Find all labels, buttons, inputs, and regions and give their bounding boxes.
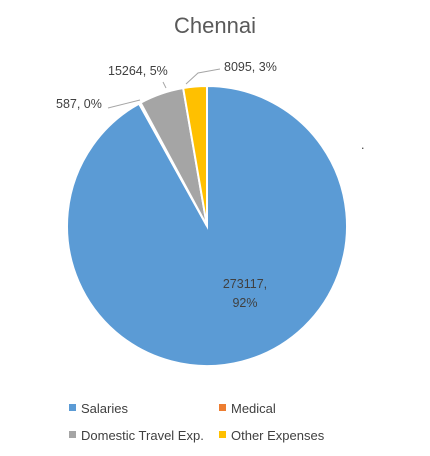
leader-line-other <box>185 68 221 85</box>
data-label-travel: 15264, 5% <box>108 64 168 78</box>
legend-item-medical: Medical <box>219 401 276 416</box>
leader-line-travel <box>162 81 167 89</box>
data-label-other: 8095, 3% <box>224 60 277 74</box>
legend-item-other: Other Expenses <box>219 428 325 443</box>
pie-slices <box>66 84 348 367</box>
chart-title: Chennai <box>174 13 256 38</box>
legend-swatch-travel <box>69 431 76 438</box>
data-label-salaries-value: 273117, <box>223 277 267 291</box>
legend-label-salaries: Salaries <box>81 401 128 416</box>
stray-dot: . <box>361 138 364 152</box>
legend: Salaries Medical Domestic Travel Exp. Ot… <box>69 401 325 443</box>
leader-line-medical <box>107 99 141 109</box>
legend-label-other: Other Expenses <box>231 428 325 443</box>
data-label-salaries-percent: 92% <box>232 296 257 310</box>
legend-label-travel: Domestic Travel Exp. <box>81 428 204 443</box>
legend-swatch-medical <box>219 404 226 411</box>
legend-item-travel: Domestic Travel Exp. <box>69 428 204 443</box>
legend-swatch-salaries <box>69 404 76 411</box>
legend-item-salaries: Salaries <box>69 401 128 416</box>
pie-slice-other-expenses <box>181 84 208 227</box>
legend-swatch-other <box>219 431 226 438</box>
data-label-medical: 587, 0% <box>56 97 102 111</box>
leader-lines <box>107 68 221 109</box>
legend-label-medical: Medical <box>231 401 276 416</box>
